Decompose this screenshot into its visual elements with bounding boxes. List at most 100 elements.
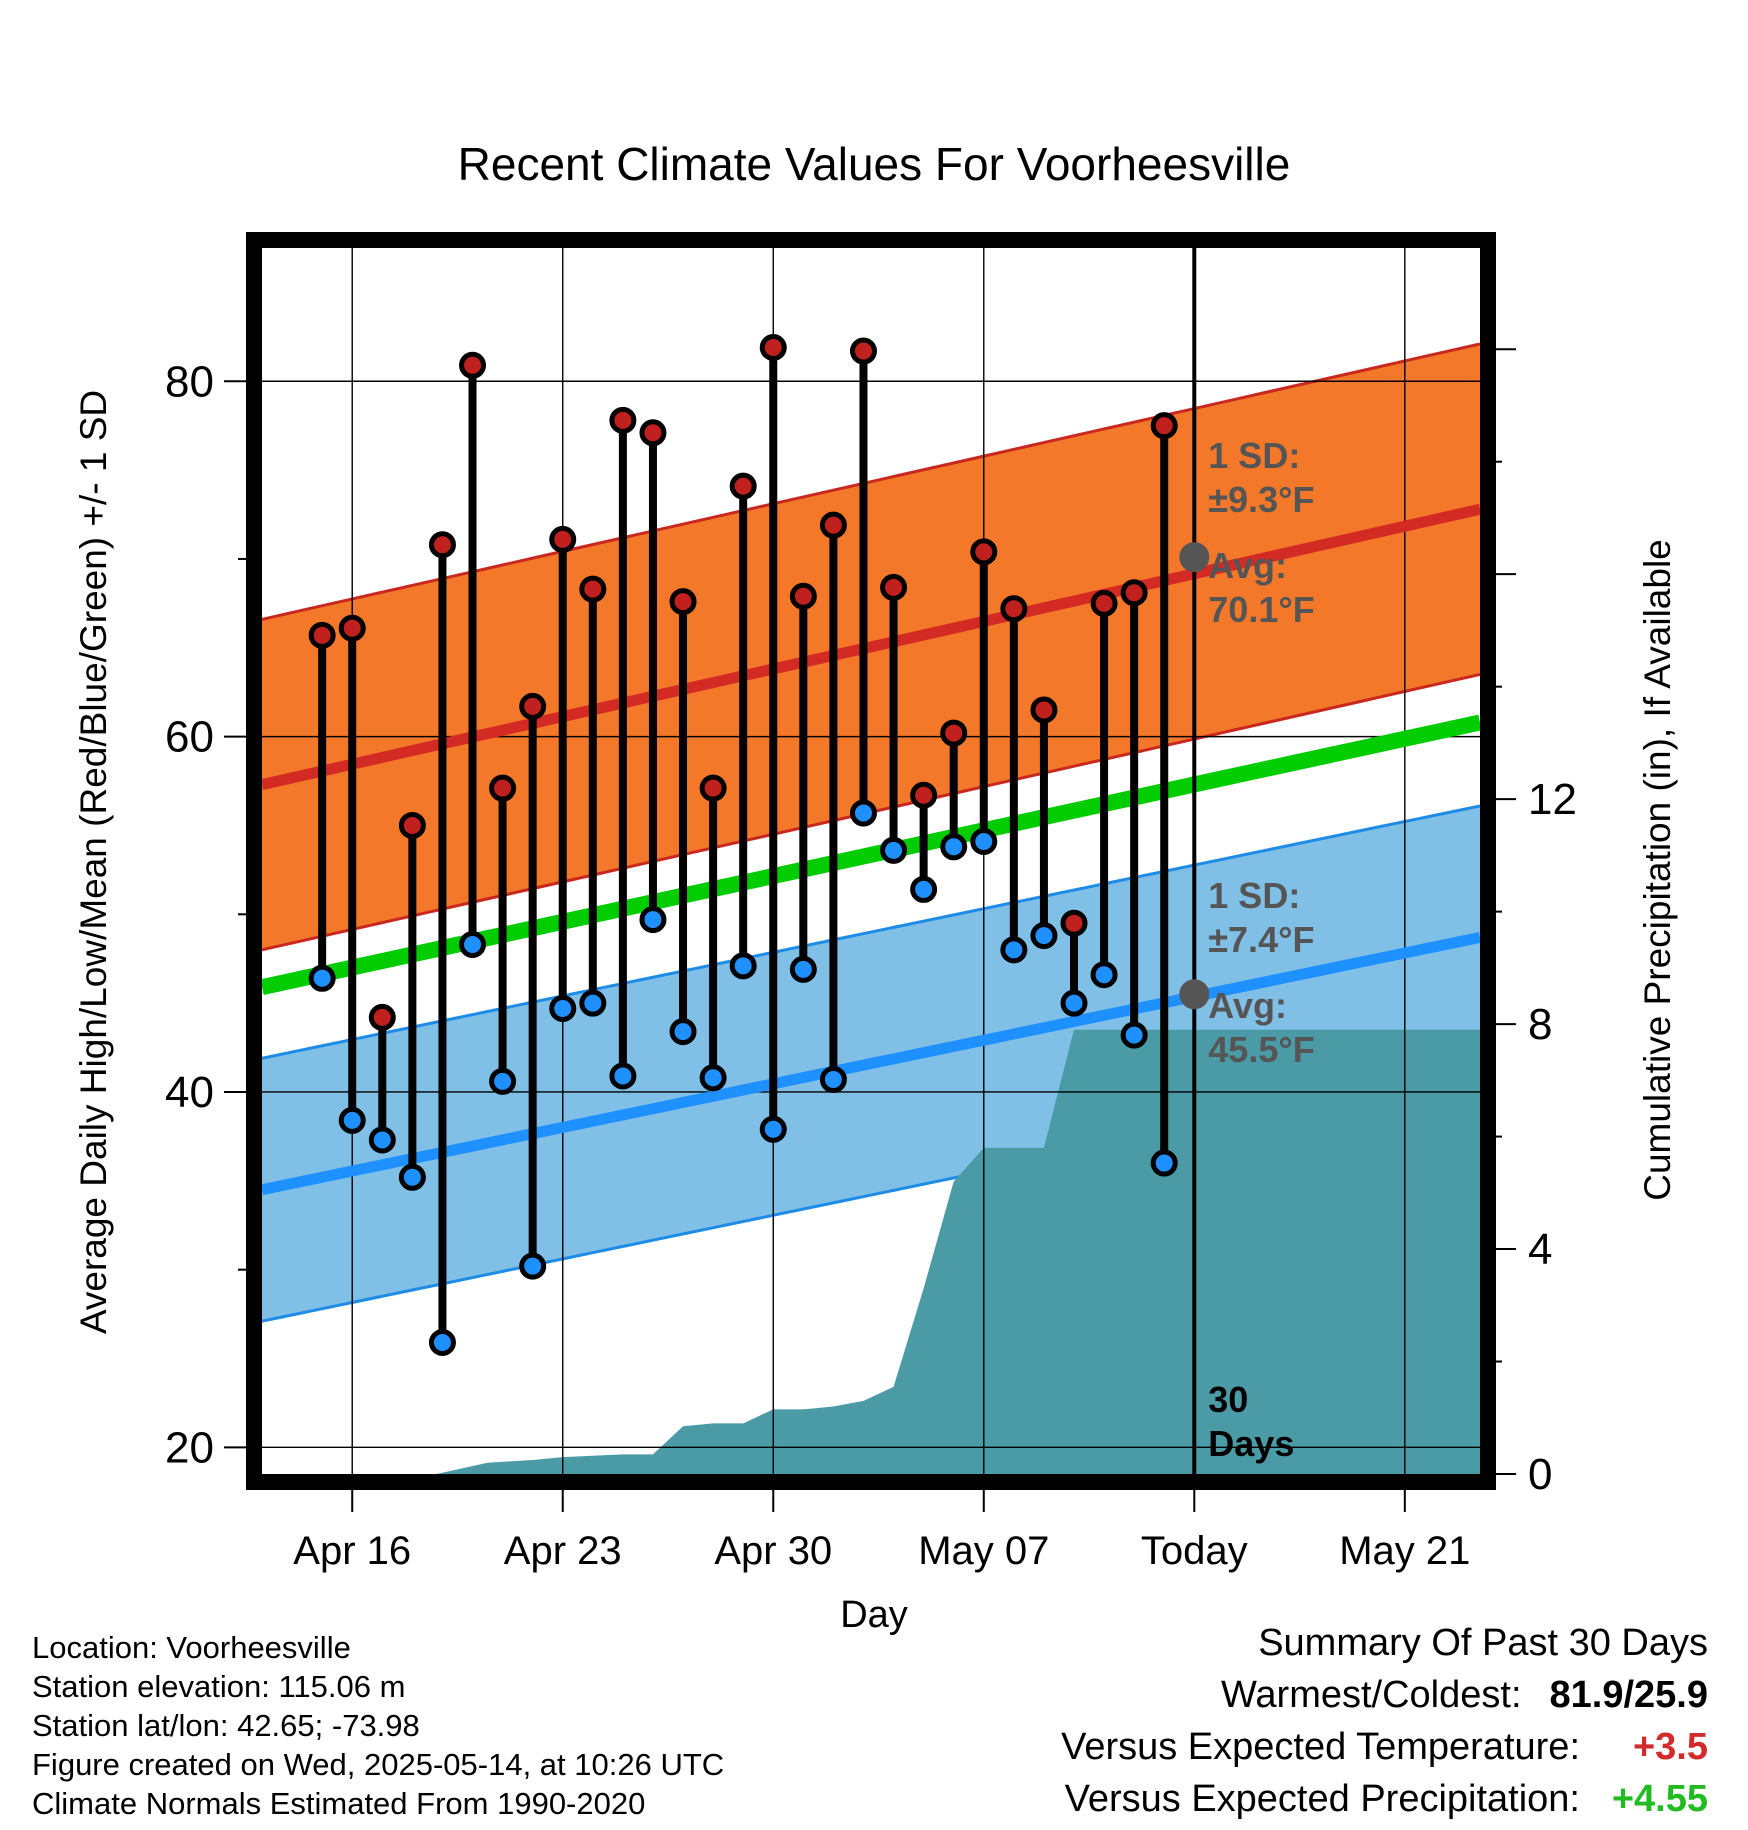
y-tick-label: 20: [165, 1423, 214, 1472]
plot-frame: [246, 232, 1496, 1490]
low-avg-value: 45.5°F: [1208, 1029, 1314, 1070]
precip-departure-value: +4.55: [1611, 1778, 1708, 1820]
chart-title: Recent Climate Values For Voorheesville: [458, 138, 1291, 190]
low-sd-label: 1 SD:: [1208, 875, 1300, 916]
daily-high-point: [549, 525, 577, 553]
daily-high-point: [338, 614, 366, 642]
x-tick-label: May 07: [918, 1529, 1049, 1573]
daily-low-point: [519, 1252, 547, 1280]
y2-tick-label: 8: [1528, 1000, 1552, 1049]
daily-low-point: [368, 1126, 396, 1154]
daily-low-point: [1060, 989, 1088, 1017]
daily-low-point: [910, 875, 938, 903]
high-avg-label: Avg:: [1208, 545, 1287, 586]
location-text: Location: Voorheesville: [32, 1630, 351, 1665]
high-band-upper-edge: [262, 342, 1480, 621]
daily-high-point: [609, 406, 637, 434]
daily-high-point: [789, 582, 817, 610]
daily-high-point: [368, 1003, 396, 1031]
daily-high-point: [910, 781, 938, 809]
daily-high-point: [308, 621, 336, 649]
daily-high-point: [579, 575, 607, 603]
daily-low-point: [639, 906, 667, 934]
daily-low-point: [759, 1115, 787, 1143]
daily-low-point: [849, 799, 877, 827]
temp-departure-label: Versus Expected Temperature:: [1061, 1726, 1580, 1768]
daily-high-point: [669, 588, 697, 616]
today-label-number: 30: [1208, 1379, 1248, 1420]
y-tick-label: 60: [165, 713, 214, 762]
daily-high-point: [940, 719, 968, 747]
daily-high-point: [1150, 412, 1178, 440]
daily-low-point: [579, 989, 607, 1017]
daily-low-point: [308, 964, 336, 992]
summary-panel: Summary Of Past 30 Days Warmest/Coldest:…: [1061, 1622, 1708, 1830]
daily-high-point: [880, 573, 908, 601]
precip-departure-label: Versus Expected Precipitation:: [1064, 1778, 1580, 1820]
latlon-text: Station lat/lon: 42.65; -73.98: [32, 1708, 420, 1743]
y2-tick-label: 12: [1528, 775, 1577, 824]
daily-high-point: [759, 334, 787, 362]
summary-heading: Summary Of Past 30 Days: [1258, 1622, 1708, 1664]
daily-high-point: [1090, 589, 1118, 617]
daily-high-point: [849, 337, 877, 365]
daily-high-point: [1060, 909, 1088, 937]
low-avg-line: [262, 932, 1480, 1196]
high-avg-value: 70.1°F: [1208, 589, 1314, 630]
daily-low-point: [338, 1106, 366, 1134]
x-tick-label: Apr 23: [504, 1529, 622, 1573]
daily-low-point: [669, 1018, 697, 1046]
created-text: Figure created on Wed, 2025-05-14, at 10…: [32, 1747, 725, 1782]
y2-tick-label: 4: [1528, 1225, 1552, 1274]
normals-text: Climate Normals Estimated From 1990-2020: [32, 1786, 646, 1821]
x-tick-label: May 21: [1339, 1529, 1470, 1573]
daily-low-point: [549, 994, 577, 1022]
daily-low-point: [1150, 1149, 1178, 1177]
low-band-upper-edge: [262, 804, 1480, 1060]
daily-low-point: [1090, 961, 1118, 989]
x-tick-label: Apr 30: [714, 1529, 832, 1573]
daily-high-point: [729, 472, 757, 500]
daily-high-point: [428, 531, 456, 559]
daily-high-point: [819, 511, 847, 539]
daily-low-point: [880, 836, 908, 864]
daily-high-point: [519, 692, 547, 720]
daily-high-point: [699, 774, 727, 802]
daily-high-point: [1120, 579, 1148, 607]
high-avg-today-marker: [1179, 542, 1210, 573]
warm-cold-label: Warmest/Coldest:: [1220, 1674, 1522, 1716]
x-axis-label: Day: [840, 1594, 908, 1636]
daily-low-point: [789, 955, 817, 983]
low-avg-today-marker: [1179, 979, 1210, 1010]
y-tick-label: 40: [165, 1068, 214, 1117]
y2-axis-label: Cumulative Precipitation (in), If Availa…: [1637, 539, 1678, 1201]
high-sd-label: 1 SD:: [1208, 435, 1300, 476]
high-sd-value: ±9.3°F: [1208, 479, 1314, 520]
daily-low-point: [729, 952, 757, 980]
daily-high-point: [398, 811, 426, 839]
y-tick-label: 80: [165, 357, 214, 406]
daily-low-point: [970, 827, 998, 855]
daily-high-point: [489, 774, 517, 802]
daily-low-point: [819, 1066, 847, 1094]
y2-tick-label: 0: [1528, 1450, 1552, 1499]
elevation-text: Station elevation: 115.06 m: [32, 1669, 406, 1704]
daily-high-point: [1030, 696, 1058, 724]
daily-low-point: [1120, 1021, 1148, 1049]
precip-area: [262, 1029, 1480, 1474]
high-avg-line: [262, 503, 1480, 790]
daily-low-point: [459, 931, 487, 959]
daily-low-point: [1030, 922, 1058, 950]
daily-high-point: [970, 538, 998, 566]
daily-high-point: [1000, 595, 1028, 623]
daily-low-point: [699, 1064, 727, 1092]
warm-cold-value: 81.9/25.9: [1549, 1674, 1708, 1716]
daily-high-point: [459, 351, 487, 379]
daily-low-point: [428, 1329, 456, 1357]
daily-low-point: [489, 1067, 517, 1095]
x-tick-label: Today: [1141, 1529, 1248, 1573]
plot-area: [262, 248, 1480, 1474]
y-axis-label: Average Daily High/Low/Mean (Red/Blue/Gr…: [73, 390, 114, 1334]
low-avg-label: Avg:: [1208, 985, 1287, 1026]
